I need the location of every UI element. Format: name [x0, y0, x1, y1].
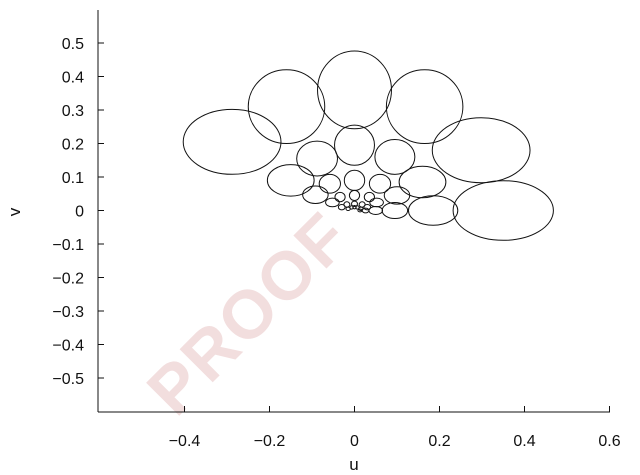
ellipse-mark-16 — [383, 186, 411, 205]
x-ticks: −0.4 −0.2 0 0.2 0.4 0.6 — [169, 406, 621, 450]
ellipse-mark-17 — [381, 201, 409, 220]
ellipse-mark-21 — [325, 197, 340, 208]
y-axis-label: v — [5, 207, 24, 216]
ellipse-mark-19 — [348, 189, 361, 201]
plot-ellipses — [182, 50, 554, 241]
ellipse-mark-14 — [368, 173, 392, 194]
y-ticks: 0.5 0.4 0.3 0.2 0.1 0 −0.1 −0.2 −0.3 −0.4 −0.5 — [52, 36, 104, 388]
ellipse-mark-5 — [452, 180, 554, 241]
y-tick-label: 0.4 — [62, 70, 84, 87]
y-tick-label: −0.5 — [52, 371, 84, 388]
x-tick-label: −0.2 — [254, 433, 286, 450]
ellipse-mark-0 — [182, 108, 282, 175]
ellipse-mark-22 — [369, 197, 384, 208]
y-tick-label: 0.3 — [62, 103, 84, 120]
x-tick-label: −0.4 — [169, 433, 201, 450]
y-tick-label: 0.1 — [62, 170, 84, 187]
ellipse-mark-10 — [398, 165, 447, 199]
x-tick-label: 0.2 — [428, 433, 450, 450]
ellipse-mark-9 — [266, 164, 315, 197]
ellipse-mark-6 — [296, 140, 339, 177]
ellipse-mark-11 — [407, 195, 459, 226]
ellipse-mark-13 — [343, 169, 366, 191]
ellipse-mark-35 — [357, 208, 363, 213]
ellipse-mark-12 — [318, 173, 341, 194]
ellipse-mark-8 — [374, 138, 416, 175]
ellipse-mark-7 — [334, 124, 375, 166]
ellipse-mark-15 — [302, 185, 329, 204]
y-tick-label: 0.2 — [62, 137, 84, 154]
ellipse-mark-18 — [334, 191, 346, 203]
ellipse-mark-28 — [363, 203, 372, 211]
y-tick-label: −0.3 — [52, 304, 84, 321]
x-tick-label: 0.4 — [513, 433, 535, 450]
ellipse-mark-2 — [317, 50, 392, 130]
ellipse-mark-4 — [431, 117, 531, 184]
y-tick-label: −0.4 — [52, 338, 84, 355]
y-tick-label: 0.5 — [62, 36, 84, 53]
y-tick-label: −0.2 — [52, 271, 84, 288]
ellipse-mark-26 — [351, 200, 358, 207]
x-tick-label: 0.6 — [598, 433, 620, 450]
ellipse-mark-20 — [363, 191, 375, 203]
x-tick-label: 0 — [350, 433, 359, 450]
y-tick-label: −0.1 — [52, 237, 84, 254]
watermark: PROOF — [133, 198, 365, 430]
x-axis-label: u — [349, 455, 358, 474]
ellipse-mark-1 — [247, 69, 326, 144]
ellipse-mark-25 — [343, 201, 351, 208]
y-tick-label: 0 — [75, 204, 84, 221]
ellipse-mark-3 — [385, 69, 464, 144]
